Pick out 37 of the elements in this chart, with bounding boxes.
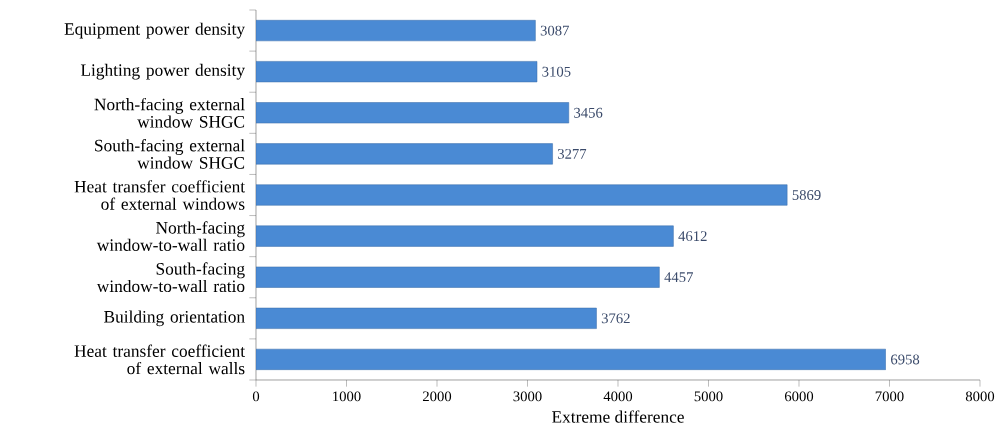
y-tick-label: South-facing external window SHGC — [95, 139, 245, 169]
bar — [256, 266, 660, 288]
y-tick-label: Equipment power density — [64, 22, 245, 39]
bar — [256, 348, 886, 370]
data-label: 4612 — [678, 231, 707, 242]
x-tick-label: 1000 — [333, 391, 361, 402]
y-tick-label: South-facing window-to-wall ratio — [96, 262, 245, 293]
y-tick-label: Building orientation — [104, 310, 245, 327]
x-tick-label: 2000 — [422, 391, 452, 402]
bar — [256, 61, 538, 83]
x-tick-label: 4000 — [603, 391, 633, 402]
bar — [256, 307, 597, 329]
x-tick-label: 7000 — [875, 391, 904, 402]
bar — [256, 20, 536, 42]
x-tick-label: 0 — [252, 391, 260, 402]
bar — [256, 143, 553, 165]
x-tick-label: 3000 — [513, 391, 542, 402]
bar — [256, 184, 788, 206]
x-tick-label: 8000 — [965, 391, 995, 402]
y-tick-label: Lighting power density — [80, 63, 245, 80]
data-label: 3456 — [574, 107, 603, 118]
bar — [256, 225, 674, 247]
data-label: 6958 — [891, 354, 920, 365]
x-tick-label: 6000 — [784, 391, 814, 402]
data-label: 3105 — [542, 66, 571, 77]
y-tick-label: Heat transfer coefficient of external windows — [74, 180, 245, 210]
x-axis-title: Extreme difference — [552, 410, 684, 423]
y-tick-label: North-facing external window SHGC — [94, 97, 245, 128]
y-tick-label: North-facing window-to-wall ratio — [96, 221, 245, 251]
bar — [256, 102, 570, 124]
data-label: 3087 — [540, 25, 569, 36]
y-tick-label: Heat transfer coefficient of external walls — [74, 344, 245, 375]
x-tick-label: 5000 — [694, 391, 723, 402]
data-label: 3762 — [601, 313, 630, 324]
data-label: 5869 — [792, 190, 821, 200]
data-label: 4457 — [664, 272, 693, 283]
data-label: 3277 — [557, 148, 587, 159]
